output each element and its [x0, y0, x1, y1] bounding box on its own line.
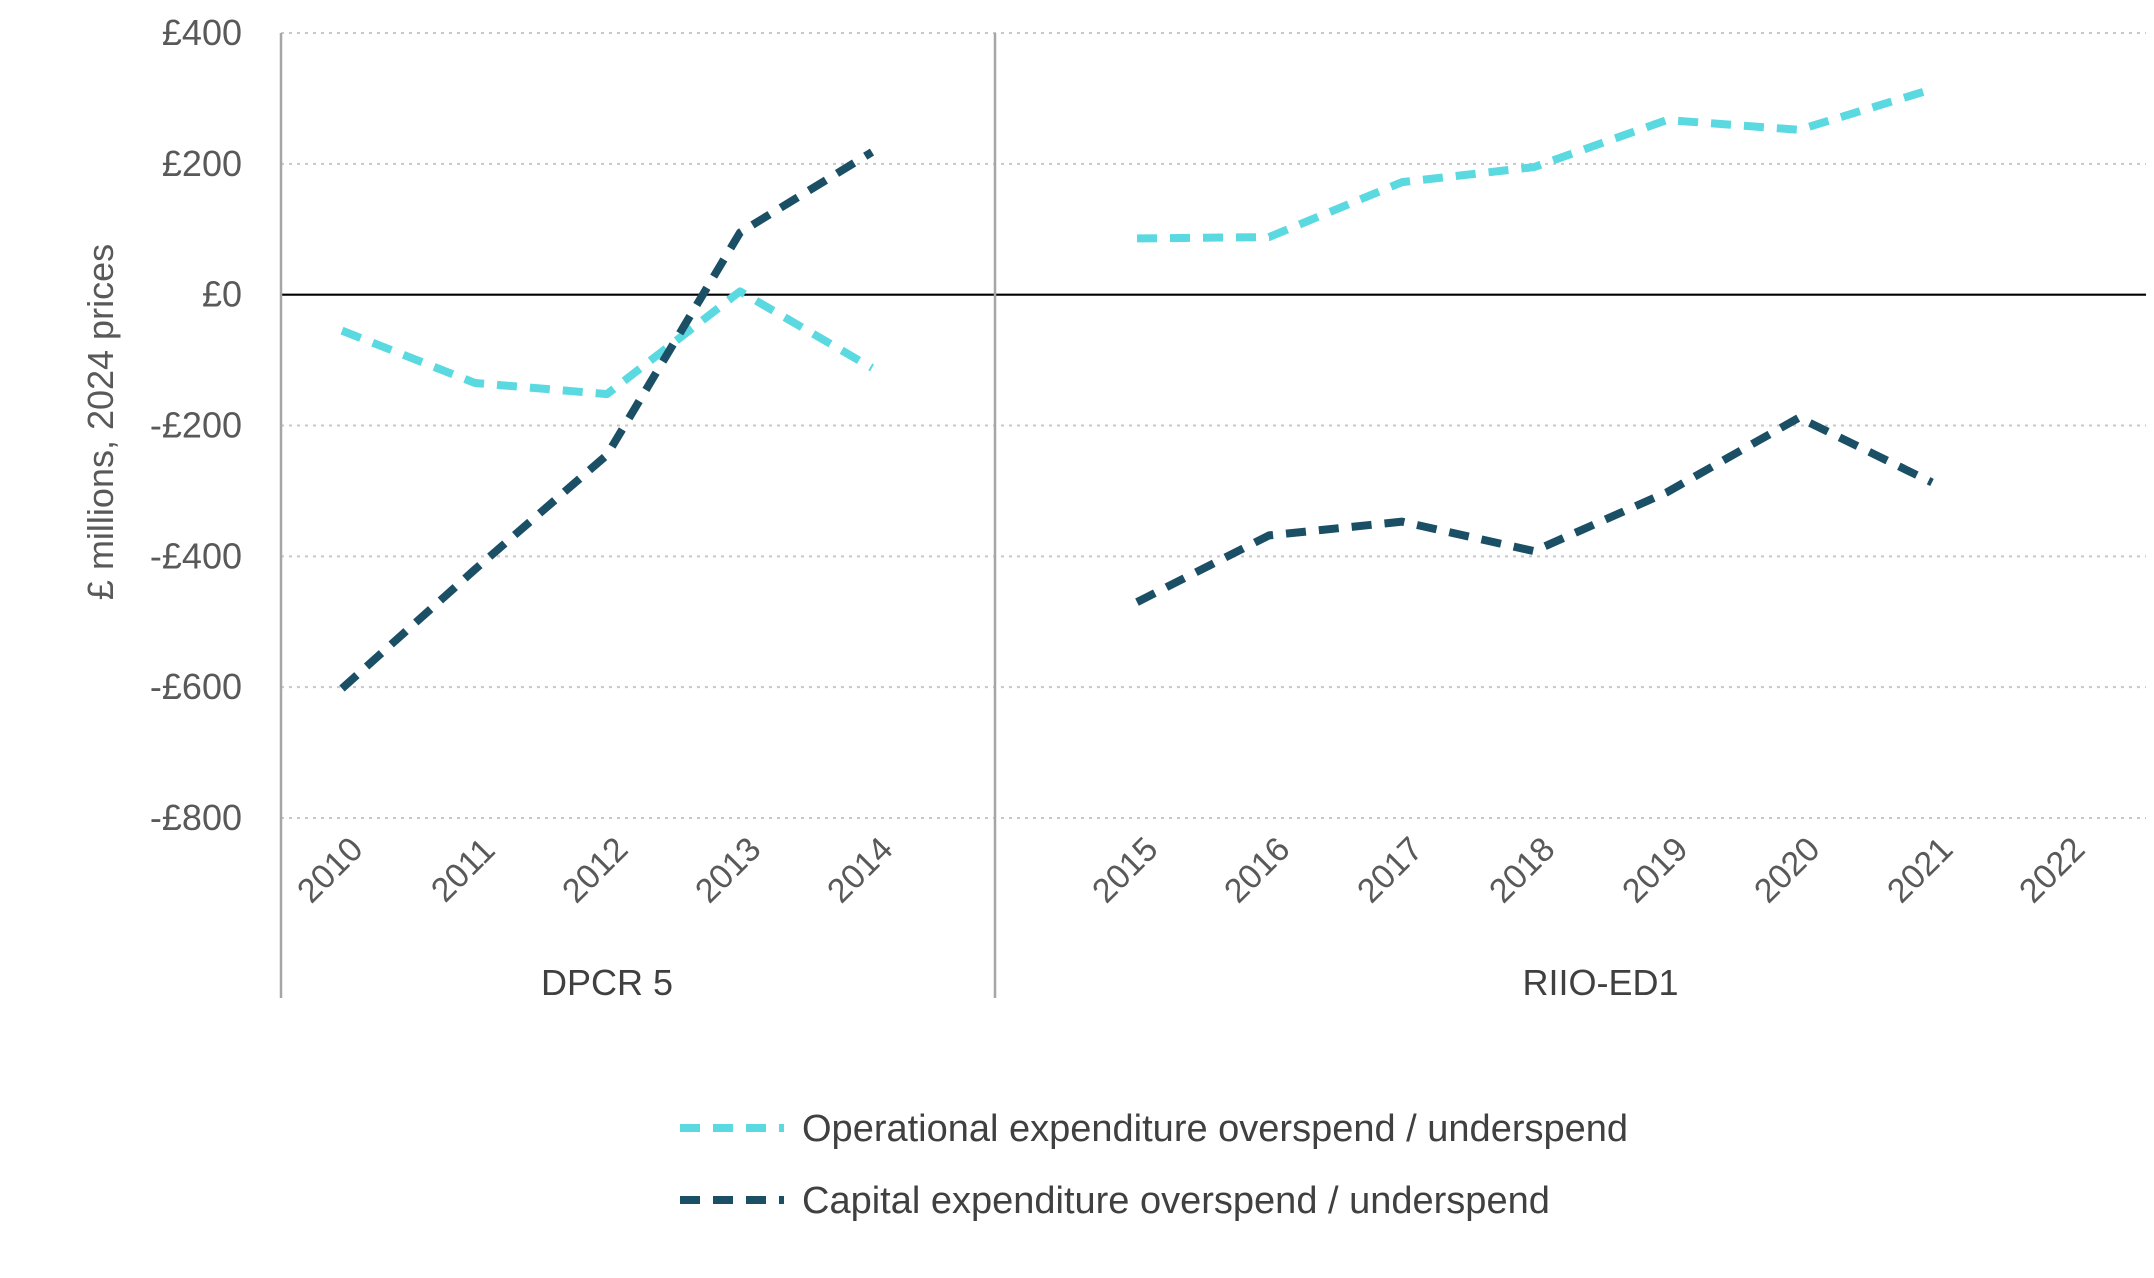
series-line	[1135, 413, 1934, 606]
data-point	[1666, 119, 1668, 121]
x-tick-label: 2012	[555, 830, 635, 910]
y-tick-labels: £400 £200 £0 -£200 -£400 -£600 -£800	[150, 12, 242, 838]
x-tick-label: 2011	[424, 831, 503, 910]
data-point	[1931, 88, 1933, 90]
y-tick-label: -£200	[150, 405, 242, 446]
y-tick-label: -£400	[150, 535, 242, 576]
x-tick-label: 2019	[1615, 830, 1695, 910]
x-group-label: RIIO-ED1	[1522, 962, 1678, 1003]
x-group-labels: DPCR 5 RIIO-ED1	[541, 962, 1679, 1003]
y-tick-label: £0	[202, 274, 242, 315]
x-tick-label: 2010	[290, 830, 370, 910]
data-point	[1533, 550, 1535, 552]
y-tick-label: -£600	[150, 666, 242, 707]
y-tick-label: £200	[162, 143, 242, 184]
data-point	[1798, 129, 1800, 131]
gridlines	[281, 32, 2146, 819]
y-tick-label: -£800	[150, 797, 242, 838]
x-tick-label: 2016	[1217, 830, 1297, 910]
legend-label: Capital expenditure overspend / underspe…	[802, 1180, 1550, 1222]
y-axis-label: £ millions, 2024 prices	[80, 244, 121, 600]
y-tick-label: £400	[162, 12, 242, 53]
data-point	[606, 454, 608, 456]
legend-label: Operational expenditure overspend / unde…	[802, 1108, 1628, 1150]
x-tick-label: 2017	[1350, 830, 1430, 910]
x-tick-label: 2013	[688, 830, 768, 910]
x-tick-label: 2022	[2012, 830, 2092, 910]
x-tick-label: 2021	[1880, 830, 1960, 910]
x-tick-labels: 2010 2011 2012 2013 2014 2015 2016 2017 2018 2019…	[290, 830, 2092, 910]
x-group-label: DPCR 5	[541, 962, 673, 1003]
x-tick-label: 2014	[820, 830, 900, 910]
legend: Operational expenditure overspend / unde…	[680, 1108, 1628, 1222]
data-series	[339, 85, 1934, 692]
x-tick-label: 2015	[1085, 830, 1165, 910]
axes	[279, 33, 997, 998]
series-line	[1136, 85, 1934, 243]
x-tick-label: 2020	[1747, 830, 1827, 910]
series-line	[340, 287, 875, 399]
series-line	[339, 148, 875, 692]
x-tick-label: 2018	[1482, 830, 1562, 910]
